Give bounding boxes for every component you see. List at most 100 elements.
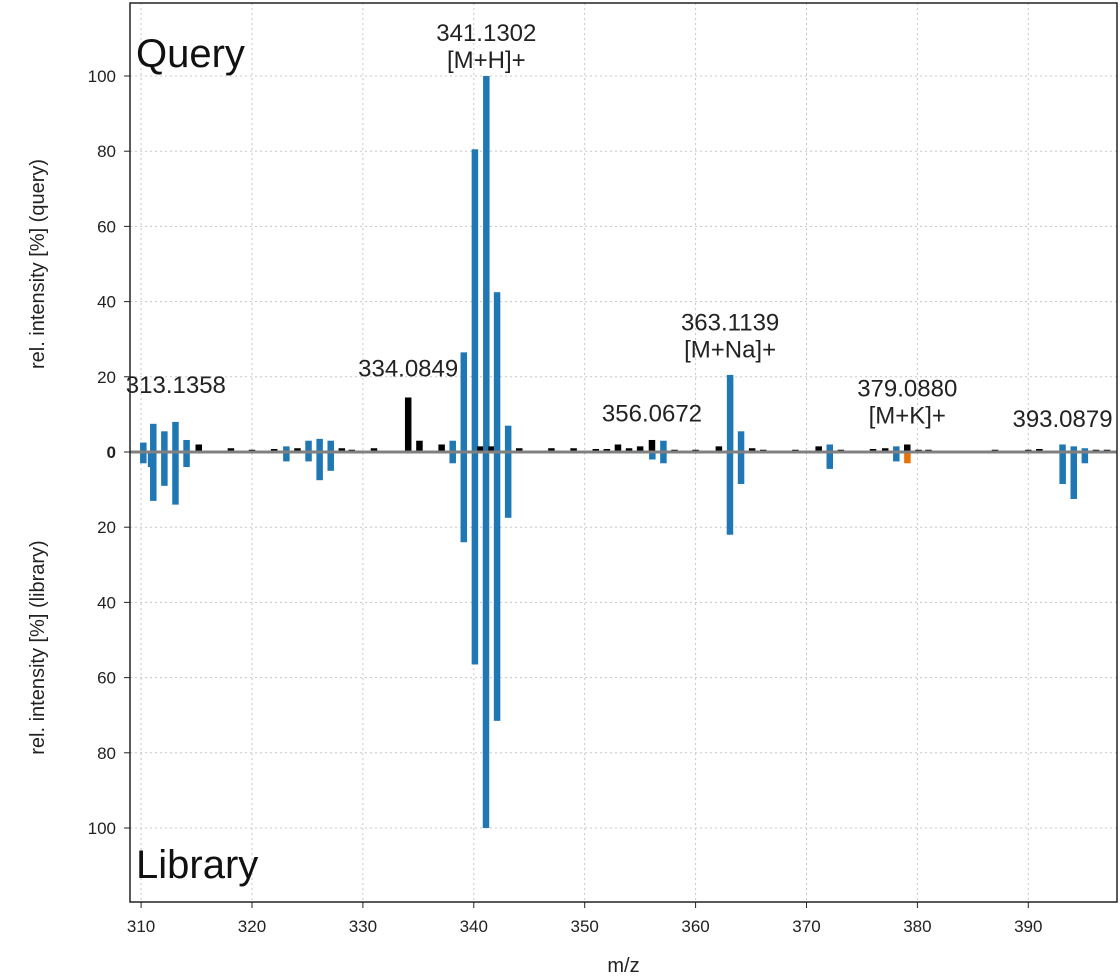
library-peak-bar (283, 452, 290, 462)
library-peak-bar (460, 452, 468, 543)
library-corner-label: Library (136, 843, 258, 887)
query-peak-bar (488, 446, 495, 452)
query-peak-bar (869, 448, 877, 452)
query-peak-bar (161, 431, 168, 452)
query-peak-bar (1059, 444, 1066, 452)
y-tick-label-library: 100 (88, 819, 116, 838)
peak-annotation-label: [M+H]+ (447, 47, 526, 74)
library-peak-bar (172, 452, 179, 505)
library-peak-bar (493, 452, 501, 721)
query-peak-bar (815, 446, 822, 452)
query-peak-bar (516, 448, 523, 452)
query-peak-bar (140, 442, 147, 452)
library-peak-bar (893, 452, 900, 462)
query-peak-bar (570, 448, 577, 452)
peak-annotation-label: 334.0849 (358, 355, 458, 382)
query-peak-bar (471, 149, 479, 452)
x-tick-label: 370 (792, 917, 820, 936)
query-peak-bar (826, 444, 834, 452)
library-peak-bar (726, 452, 734, 535)
query-peak-bar (625, 448, 633, 452)
library-peak-bar (826, 452, 834, 469)
library-peak-bar (449, 452, 456, 464)
y-axis-label-query: rel. intensity [%] (query) (27, 159, 49, 369)
query-peak-bar (748, 448, 756, 452)
query-peak-bar (893, 446, 900, 452)
query-peak-bar (483, 76, 490, 452)
library-peak-bar (305, 452, 312, 462)
query-peak-bar (614, 444, 622, 452)
query-peak-bar (504, 425, 512, 452)
x-tick-label: 330 (349, 917, 377, 936)
query-peak-bar (603, 448, 611, 452)
query-peak-bar (316, 438, 323, 452)
query-peak-bar (327, 440, 334, 452)
library-peaks (140, 452, 1089, 828)
library-peak-bar (1081, 452, 1089, 464)
query-peak-bar (438, 444, 445, 452)
library-peak-bar (649, 452, 656, 460)
query-peak-bar (305, 440, 312, 452)
y-tick-label-query: 60 (97, 217, 116, 236)
x-tick-label: 380 (903, 917, 931, 936)
query-peak-bar (881, 448, 889, 452)
query-peak-bar (183, 439, 190, 452)
x-tick-label: 320 (238, 917, 266, 936)
query-peak-bar (370, 448, 378, 452)
library-peak-bar (150, 452, 157, 501)
library-peak-bar (504, 452, 512, 518)
library-peak-bar (471, 452, 479, 665)
query-peak-bar (1081, 448, 1089, 452)
y-tick-label-query: 80 (97, 142, 116, 161)
x-tick-label: 310 (127, 917, 155, 936)
library-peak-bar (904, 452, 911, 464)
library-peak-bar (140, 452, 147, 464)
query-peak-bar (636, 446, 644, 452)
peak-annotation-label: [M+K]+ (869, 402, 946, 429)
query-corner-label: Query (136, 32, 245, 76)
library-peak-bar (1070, 452, 1077, 499)
y-tick-label-query: 100 (88, 67, 116, 86)
y-tick-label-library: 60 (97, 669, 116, 688)
y-tick-label-query: 20 (97, 368, 116, 387)
y-axis-ticks: 0 20 40 60 80 100 20 40 60 80 100 (88, 67, 130, 838)
query-peak-bar (270, 448, 278, 452)
peak-annotations: 313.1358 334.0849 341.1302[M+H]+ 356.0672 36… (126, 20, 1113, 433)
x-axis-label: m/z (607, 955, 639, 977)
y-tick-label-library: 80 (97, 744, 116, 763)
peak-annotation-label: 363.1139 (681, 310, 779, 337)
library-peak-bar (660, 452, 667, 464)
query-peak-bar (737, 431, 745, 452)
query-peak-bar (294, 448, 301, 452)
query-peak-bar (172, 421, 179, 452)
query-peak-bar (1070, 446, 1077, 452)
x-tick-label: 360 (681, 917, 709, 936)
library-peak-bar (316, 452, 323, 481)
y-tick-label-library: 20 (97, 518, 116, 537)
x-tick-label: 340 (460, 917, 488, 936)
query-peak-bar (416, 440, 423, 452)
x-tick-label: 390 (1014, 917, 1042, 936)
query-peak-bar (648, 439, 656, 452)
y-tick-label-query: 40 (97, 293, 116, 312)
query-peak-bar (548, 448, 555, 452)
query-peak-bar (1036, 448, 1043, 452)
query-peak-bar (150, 423, 157, 452)
peak-annotation-label: 393.0879 (1012, 406, 1112, 433)
query-peak-bar (493, 292, 501, 452)
query-peak-bar (227, 448, 235, 452)
library-peak-bar (183, 452, 190, 468)
query-peak-bar (715, 446, 723, 452)
query-peak-bar (404, 397, 412, 452)
peak-annotation-label: [M+Na]+ (684, 337, 776, 364)
query-peak-bar (338, 448, 346, 452)
query-peak-bar (904, 444, 911, 452)
peak-annotation-label: 356.0672 (602, 400, 702, 427)
y-tick-label-library: 40 (97, 593, 116, 612)
library-peak-bar (327, 452, 334, 471)
library-peak-bar (1059, 452, 1066, 484)
query-peak-bar (477, 446, 484, 452)
x-tick-label: 350 (570, 917, 598, 936)
